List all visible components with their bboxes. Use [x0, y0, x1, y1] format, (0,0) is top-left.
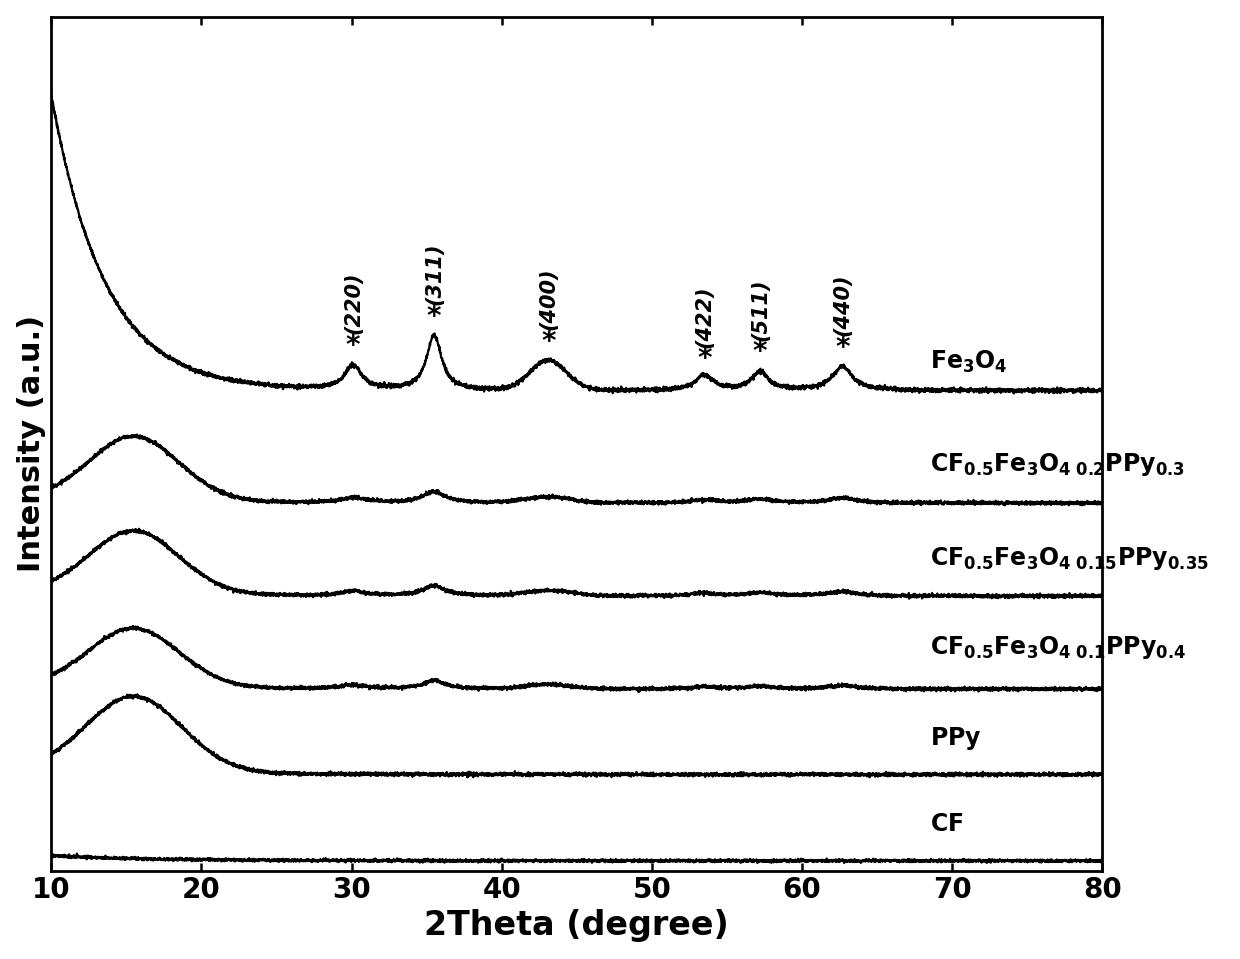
Text: (511): (511) — [750, 278, 770, 340]
Text: *: * — [753, 339, 768, 366]
Text: *: * — [697, 345, 712, 373]
Text: (400): (400) — [538, 268, 558, 331]
Text: $\mathbf{CF_{0.5}Fe_3O_{4\ 0.15}PPy_{0.35}}$: $\mathbf{CF_{0.5}Fe_3O_{4\ 0.15}PPy_{0.3… — [930, 545, 1209, 572]
Text: *: * — [427, 302, 441, 331]
X-axis label: 2Theta (degree): 2Theta (degree) — [424, 909, 729, 943]
Y-axis label: Intensity (a.u.): Intensity (a.u.) — [16, 316, 46, 573]
Text: $\mathbf{CF}$: $\mathbf{CF}$ — [930, 811, 963, 835]
Text: $\mathbf{Fe_3O_4}$: $\mathbf{Fe_3O_4}$ — [930, 348, 1007, 375]
Text: (422): (422) — [694, 285, 714, 347]
Text: $\mathbf{PPy}$: $\mathbf{PPy}$ — [930, 725, 981, 752]
Text: *: * — [541, 328, 556, 356]
Text: (440): (440) — [832, 273, 852, 337]
Text: *: * — [836, 334, 849, 362]
Text: (311): (311) — [424, 243, 444, 305]
Text: $\mathbf{CF_{0.5}Fe_3O_{4\ 0.1}PPy_{0.4}}$: $\mathbf{CF_{0.5}Fe_3O_{4\ 0.1}PPy_{0.4}… — [930, 635, 1185, 662]
Text: $\mathbf{CF_{0.5}Fe_3O_{4\ 0.2}PPy_{0.3}}$: $\mathbf{CF_{0.5}Fe_3O_{4\ 0.2}PPy_{0.3}… — [930, 451, 1184, 478]
Text: (220): (220) — [343, 271, 363, 335]
Text: *: * — [346, 332, 361, 360]
